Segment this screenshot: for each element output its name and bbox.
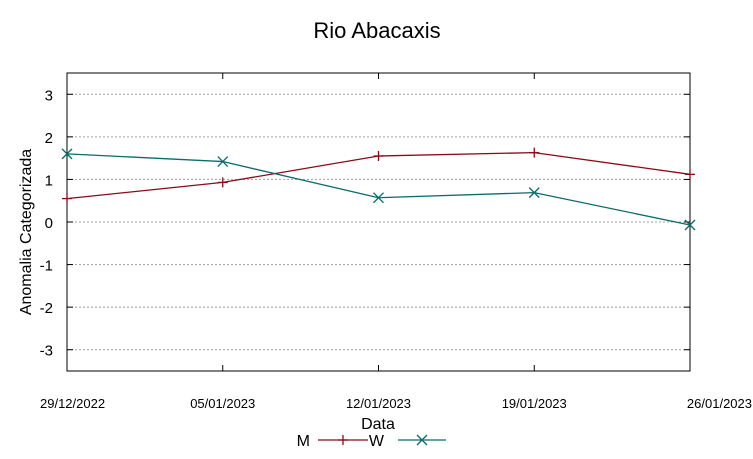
grid <box>67 93 690 351</box>
data-point-m <box>373 151 384 162</box>
y-tick-label: -2 <box>40 300 53 317</box>
legend-label-w: W <box>369 433 385 450</box>
data-point-w <box>373 192 384 204</box>
x-tick-label: 05/01/2023 <box>190 396 255 411</box>
x-tick-label: 26/01/2023 <box>687 396 752 411</box>
legend-marker-w <box>416 434 428 446</box>
y-tick-label: 2 <box>45 130 53 147</box>
legend-label-m: M <box>297 433 310 450</box>
data-point-w <box>684 219 696 231</box>
x-tick-label: 29/12/2022 <box>40 396 105 411</box>
series-group <box>61 147 696 231</box>
y-tick-label: 0 <box>45 215 53 232</box>
data-point-w <box>528 187 540 199</box>
x-tick-label: 12/01/2023 <box>346 396 411 411</box>
data-point-m <box>217 177 228 188</box>
x-axis: 29/12/2022 05/01/2023 12/01/2023 19/01/2023… <box>40 73 752 411</box>
data-point-w <box>61 148 73 160</box>
data-point-m <box>529 147 540 158</box>
legend-marker-m <box>338 435 348 445</box>
y-tick-label: 1 <box>45 172 53 189</box>
y-tick-label: 3 <box>45 87 53 104</box>
data-point-m <box>62 193 72 204</box>
y-tick-label: -3 <box>40 343 53 360</box>
y-axis-label: Anomalia Categorizada <box>18 149 35 315</box>
chart-title: Rio Abacaxis <box>313 18 440 43</box>
data-point-w <box>217 156 229 168</box>
y-axis: 3 2 1 0 -1 -2 -3 <box>40 87 690 360</box>
data-point-m <box>685 169 695 180</box>
x-axis-label: Data <box>361 416 395 433</box>
y-tick-label: -1 <box>40 258 53 275</box>
x-tick-label: 19/01/2023 <box>502 396 567 411</box>
